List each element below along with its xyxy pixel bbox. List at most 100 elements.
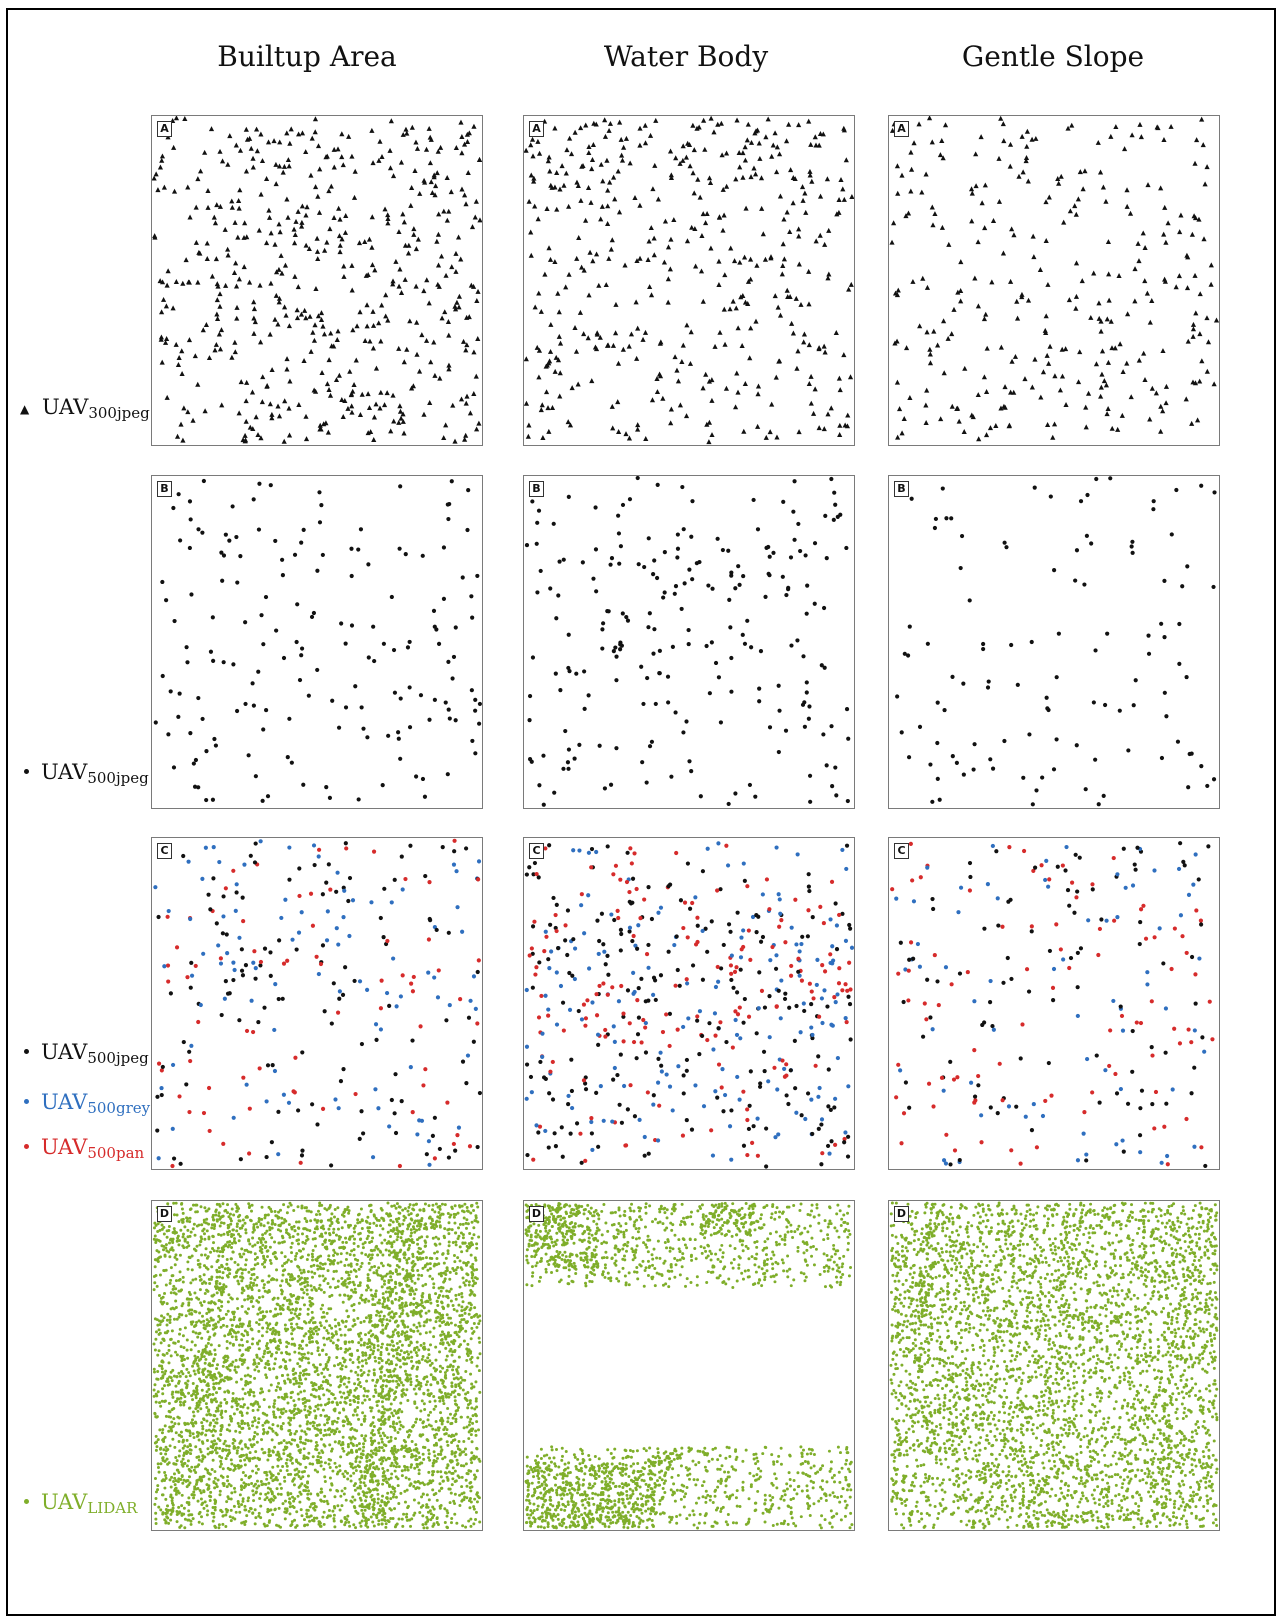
- point-marker: [548, 321, 554, 327]
- point-marker: [704, 643, 709, 649]
- point-marker: [1115, 426, 1121, 432]
- point-marker: [341, 1067, 346, 1072]
- point-marker: [404, 1476, 408, 1480]
- point-marker: [231, 662, 236, 667]
- point-marker: [278, 1482, 282, 1486]
- point-marker: [268, 973, 273, 978]
- point-marker: [245, 1331, 249, 1334]
- point-marker: [958, 885, 964, 890]
- point-marker: [280, 1351, 284, 1355]
- point-marker: [235, 1404, 239, 1408]
- point-marker: [417, 1468, 421, 1472]
- point-marker: [169, 1354, 173, 1358]
- point-marker: [279, 1525, 283, 1529]
- point-marker: [314, 954, 319, 959]
- point-marker: [414, 774, 419, 779]
- point-marker: [193, 963, 198, 969]
- point-marker: [796, 956, 801, 961]
- point-marker: [1176, 866, 1182, 872]
- point-marker: [923, 419, 929, 425]
- point-marker: [1111, 998, 1116, 1004]
- point-marker: [1001, 138, 1007, 144]
- point-marker: [729, 655, 734, 661]
- point-marker: [260, 1205, 264, 1209]
- point-marker: [557, 370, 563, 376]
- point-marker: [1203, 1163, 1208, 1169]
- point-marker: [431, 608, 437, 613]
- point-marker: [302, 1320, 306, 1324]
- point-marker: [216, 943, 221, 948]
- point-marker: [421, 288, 427, 294]
- point-marker: [393, 1130, 399, 1136]
- point-marker: [460, 1305, 464, 1309]
- point-marker: [227, 133, 233, 139]
- point-marker: [408, 1065, 413, 1070]
- point-marker: [646, 625, 651, 630]
- point-marker: [1133, 678, 1138, 683]
- point-marker: [547, 348, 554, 354]
- point-marker: [337, 216, 343, 222]
- point-marker: [729, 570, 734, 575]
- point-marker: [311, 1384, 315, 1388]
- point-marker: [741, 428, 747, 434]
- point-marker: [460, 338, 467, 344]
- point-marker: [245, 1453, 249, 1457]
- point-marker: [612, 1039, 617, 1044]
- point-marker: [589, 865, 594, 870]
- point-marker: [312, 1516, 316, 1520]
- point-marker: [1104, 918, 1109, 923]
- point-marker: [251, 1029, 256, 1035]
- point-marker: [155, 1128, 160, 1133]
- point-marker: [234, 1370, 238, 1374]
- point-marker: [286, 1491, 290, 1495]
- point-marker: [789, 925, 794, 930]
- point-marker: [208, 1423, 212, 1427]
- point-marker: [739, 935, 744, 940]
- point-marker: [232, 219, 238, 225]
- point-marker: [775, 304, 781, 310]
- point-marker: [982, 1020, 987, 1025]
- point-marker: [399, 1491, 403, 1495]
- point-marker: [200, 530, 205, 535]
- point-marker: [739, 343, 745, 349]
- point-marker: [218, 1282, 222, 1286]
- point-marker: [658, 905, 664, 910]
- point-marker: [1073, 211, 1079, 217]
- point-marker: [217, 1381, 221, 1385]
- point-marker: [227, 538, 232, 543]
- point-marker: [336, 233, 343, 239]
- point-marker: [684, 977, 689, 982]
- point-marker: [675, 546, 681, 551]
- point-marker: [1180, 934, 1185, 939]
- point-marker: [976, 1073, 981, 1079]
- point-marker: [241, 919, 246, 924]
- point-marker: [477, 1428, 481, 1432]
- point-marker: [830, 784, 835, 789]
- point-marker: [153, 171, 159, 177]
- point-marker: [1098, 384, 1104, 390]
- point-marker: [655, 482, 660, 487]
- point-marker: [392, 1111, 397, 1116]
- point-marker: [643, 1020, 648, 1026]
- point-marker: [572, 976, 577, 982]
- point-marker: [279, 1469, 283, 1473]
- point-marker: [254, 148, 260, 154]
- point-marker: [473, 1006, 478, 1011]
- point-marker: [552, 1131, 557, 1136]
- point-marker: [258, 435, 264, 441]
- point-marker: [310, 1270, 314, 1274]
- point-marker: [232, 1315, 236, 1319]
- point-marker: [224, 1285, 228, 1289]
- point-marker: [172, 1417, 176, 1421]
- point-marker: [276, 1109, 281, 1114]
- point-marker: [401, 430, 407, 436]
- point-marker: [793, 897, 798, 902]
- point-marker: [255, 1355, 259, 1359]
- point-marker: [186, 1228, 190, 1232]
- point-marker: [688, 329, 694, 335]
- point-marker: [180, 1504, 184, 1508]
- point-marker: [1016, 173, 1022, 179]
- point-marker: [420, 553, 425, 558]
- point-marker: [342, 888, 347, 893]
- point-marker: [532, 919, 537, 924]
